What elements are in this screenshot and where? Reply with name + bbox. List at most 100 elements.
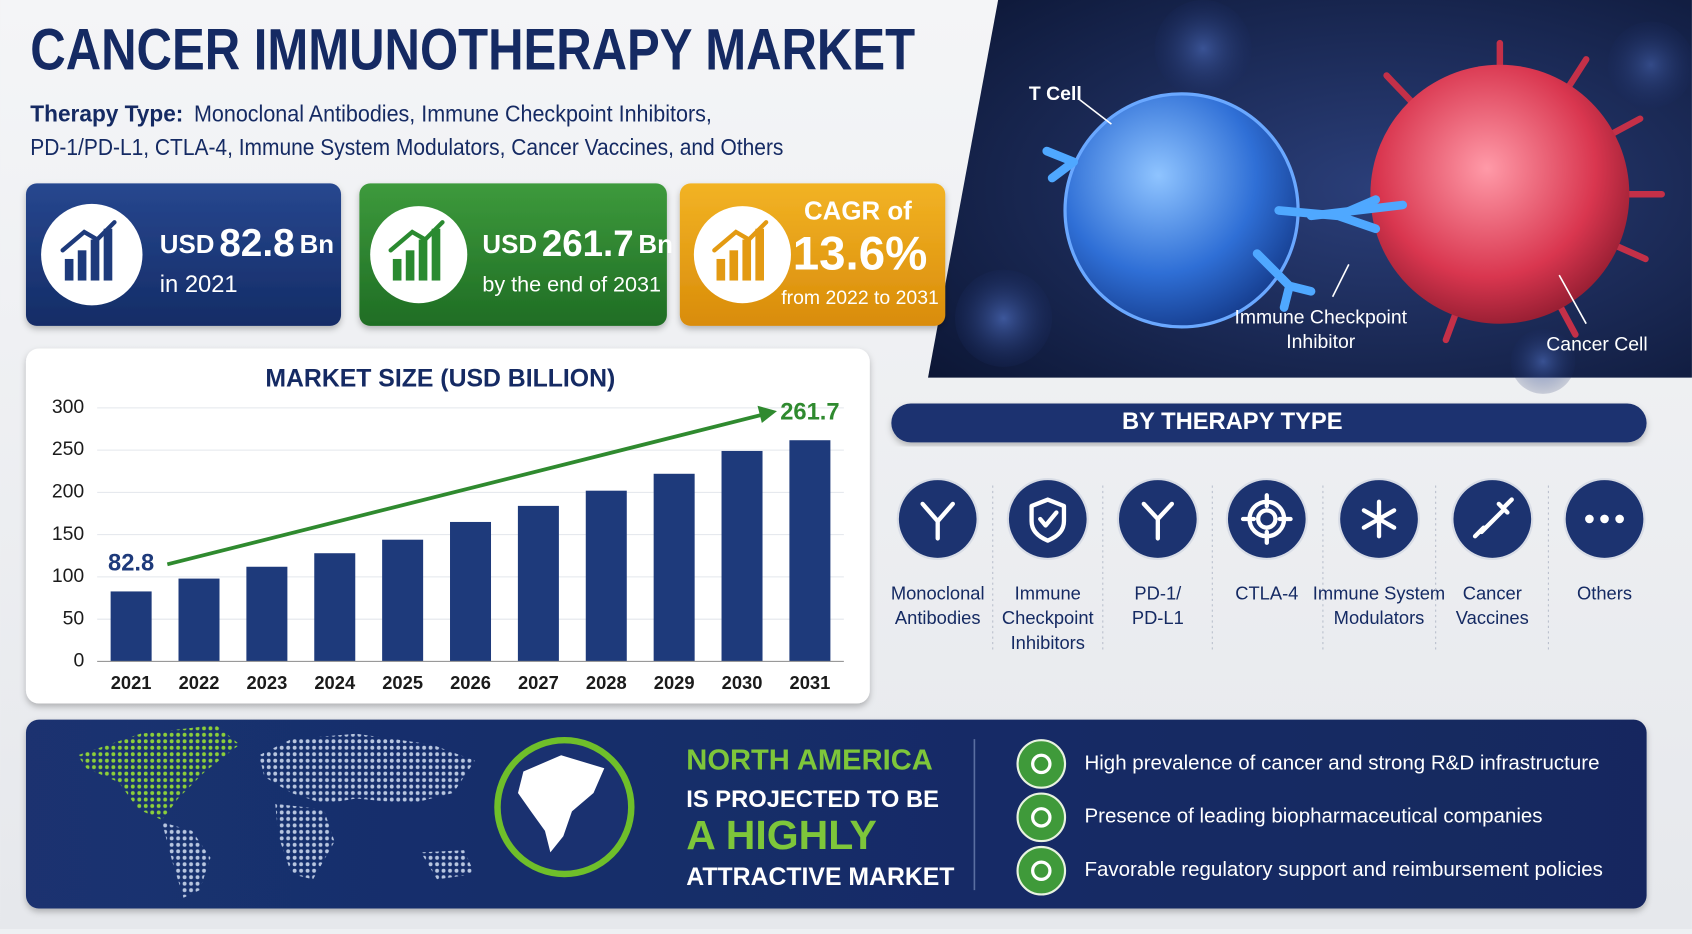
therapy-icon bbox=[1006, 477, 1089, 560]
driver-glyph bbox=[1031, 807, 1052, 828]
decoration bbox=[1078, 98, 1587, 325]
image-label: T Cell bbox=[1029, 83, 1082, 105]
stat-number: 261.7 bbox=[542, 223, 634, 264]
stat-unit: Bn bbox=[638, 231, 673, 259]
therapy-glyph bbox=[1615, 514, 1624, 524]
globe bbox=[494, 736, 635, 878]
bar bbox=[789, 440, 831, 662]
region-text: NORTH AMERICA bbox=[686, 744, 932, 776]
driver-text: Favorable regulatory support and reimbur… bbox=[1084, 858, 1602, 881]
therapy-glyph bbox=[1029, 497, 1067, 543]
subtitle: Therapy Type: Monoclonal Antibodies, Imm… bbox=[30, 100, 712, 126]
value-label: 82.8 bbox=[108, 551, 154, 577]
y-tick-label: 300 bbox=[52, 396, 85, 418]
driver-text: Presence of leading biopharmaceutical co… bbox=[1084, 805, 1542, 828]
value-label: 261.7 bbox=[780, 400, 839, 426]
stat-number: 82.8 bbox=[219, 222, 295, 265]
bar bbox=[585, 490, 627, 662]
bar bbox=[721, 450, 763, 662]
subtitle-text: Monoclonal Antibodies, Immune Checkpoint… bbox=[194, 100, 712, 126]
stat-note: by the end of 2031 bbox=[482, 272, 661, 297]
section-title: BY THERAPY TYPE bbox=[1122, 409, 1343, 435]
therapy-glyph bbox=[1141, 501, 1175, 541]
y-tick-label: 150 bbox=[52, 523, 85, 545]
decoration bbox=[1154, 0, 1252, 98]
decoration bbox=[1607, 21, 1692, 108]
stat-card: CAGR of 13.6% from 2022 to 2031 bbox=[679, 183, 946, 326]
x-tick-label: 2021 bbox=[111, 672, 152, 693]
driver-glyph bbox=[1031, 753, 1052, 775]
decoration bbox=[77, 250, 87, 281]
decoration bbox=[742, 239, 752, 281]
therapy-glyph bbox=[1585, 514, 1594, 524]
therapy-label: Modulators bbox=[1334, 607, 1425, 628]
therapy-label: Cancer bbox=[1463, 582, 1522, 603]
therapy-glyph bbox=[1472, 497, 1514, 539]
decoration bbox=[1078, 98, 1112, 125]
therapy-label: PD-1/ bbox=[1134, 582, 1182, 603]
decoration bbox=[755, 228, 764, 281]
y-tick-label: 250 bbox=[52, 438, 85, 460]
decoration bbox=[161, 822, 211, 898]
therapy-glyph bbox=[1600, 514, 1609, 524]
therapy-glyph bbox=[920, 501, 955, 541]
stat-unit: Bn bbox=[300, 231, 335, 259]
x-tick-label: 2031 bbox=[790, 672, 831, 693]
bar bbox=[517, 505, 559, 662]
decoration bbox=[90, 239, 100, 281]
decoration bbox=[103, 228, 113, 281]
therapy-label: Immune bbox=[1015, 582, 1081, 603]
decoration bbox=[64, 258, 74, 281]
driver-icon bbox=[1016, 739, 1067, 789]
decoration bbox=[405, 250, 415, 281]
stat-prefix: CAGR of bbox=[804, 197, 912, 225]
decoration bbox=[1306, 200, 1408, 221]
driver-icon bbox=[1016, 792, 1067, 843]
x-tick-label: 2030 bbox=[722, 672, 763, 693]
cell-illustration: T Cell Immune Checkpoint Inhibitor Cance… bbox=[928, 0, 1692, 394]
decoration bbox=[392, 228, 441, 281]
bar bbox=[450, 521, 492, 662]
image-label: Cancer Cell bbox=[1546, 333, 1647, 355]
chart-title: MARKET SIZE (USD BILLION) bbox=[265, 365, 615, 392]
decoration bbox=[517, 755, 605, 853]
x-tick-label: 2025 bbox=[382, 672, 423, 693]
driver-text: High prevalence of cancer and strong R&D… bbox=[1084, 751, 1599, 774]
therapy-list: Monoclonal Antibodies Immune Checkpoint Inhi… bbox=[891, 477, 1646, 653]
x-tick-label: 2029 bbox=[654, 672, 695, 693]
decoration bbox=[1042, 146, 1408, 312]
therapy-label: Others bbox=[1577, 582, 1632, 603]
region-text: IS PROJECTED TO BE bbox=[686, 787, 939, 813]
decoration bbox=[420, 850, 475, 880]
decoration bbox=[729, 250, 739, 281]
decoration bbox=[1510, 329, 1576, 394]
image-label: Immune Checkpoint bbox=[1234, 306, 1407, 328]
stat-number: 13.6% bbox=[793, 227, 928, 280]
decoration bbox=[1252, 249, 1316, 312]
decoration bbox=[60, 220, 117, 253]
bar bbox=[178, 578, 220, 662]
x-tick-label: 2024 bbox=[314, 672, 356, 693]
decoration bbox=[954, 269, 1053, 367]
driver-icon bbox=[1016, 845, 1067, 896]
subtitle-label: Therapy Type: bbox=[30, 100, 183, 126]
y-tick-label: 0 bbox=[73, 650, 84, 672]
decoration bbox=[431, 228, 441, 281]
decoration bbox=[716, 258, 726, 281]
decoration bbox=[77, 725, 240, 821]
stat-note: in 2021 bbox=[160, 272, 238, 298]
section-banner bbox=[891, 403, 1647, 443]
therapy-glyph bbox=[1240, 493, 1293, 545]
decoration bbox=[1042, 146, 1078, 183]
stat-card: USD 261.7 Bn by the end of 2031 bbox=[359, 183, 673, 326]
stat-note: from 2022 to 2031 bbox=[781, 287, 939, 309]
growth-icon bbox=[60, 220, 769, 281]
image-label: Inhibitor bbox=[1286, 331, 1356, 353]
bar bbox=[653, 473, 695, 662]
therapy-label: PD-L1 bbox=[1132, 607, 1184, 628]
decoration bbox=[716, 228, 764, 281]
therapy-label: CTLA-4 bbox=[1235, 582, 1298, 603]
decoration bbox=[259, 733, 475, 804]
